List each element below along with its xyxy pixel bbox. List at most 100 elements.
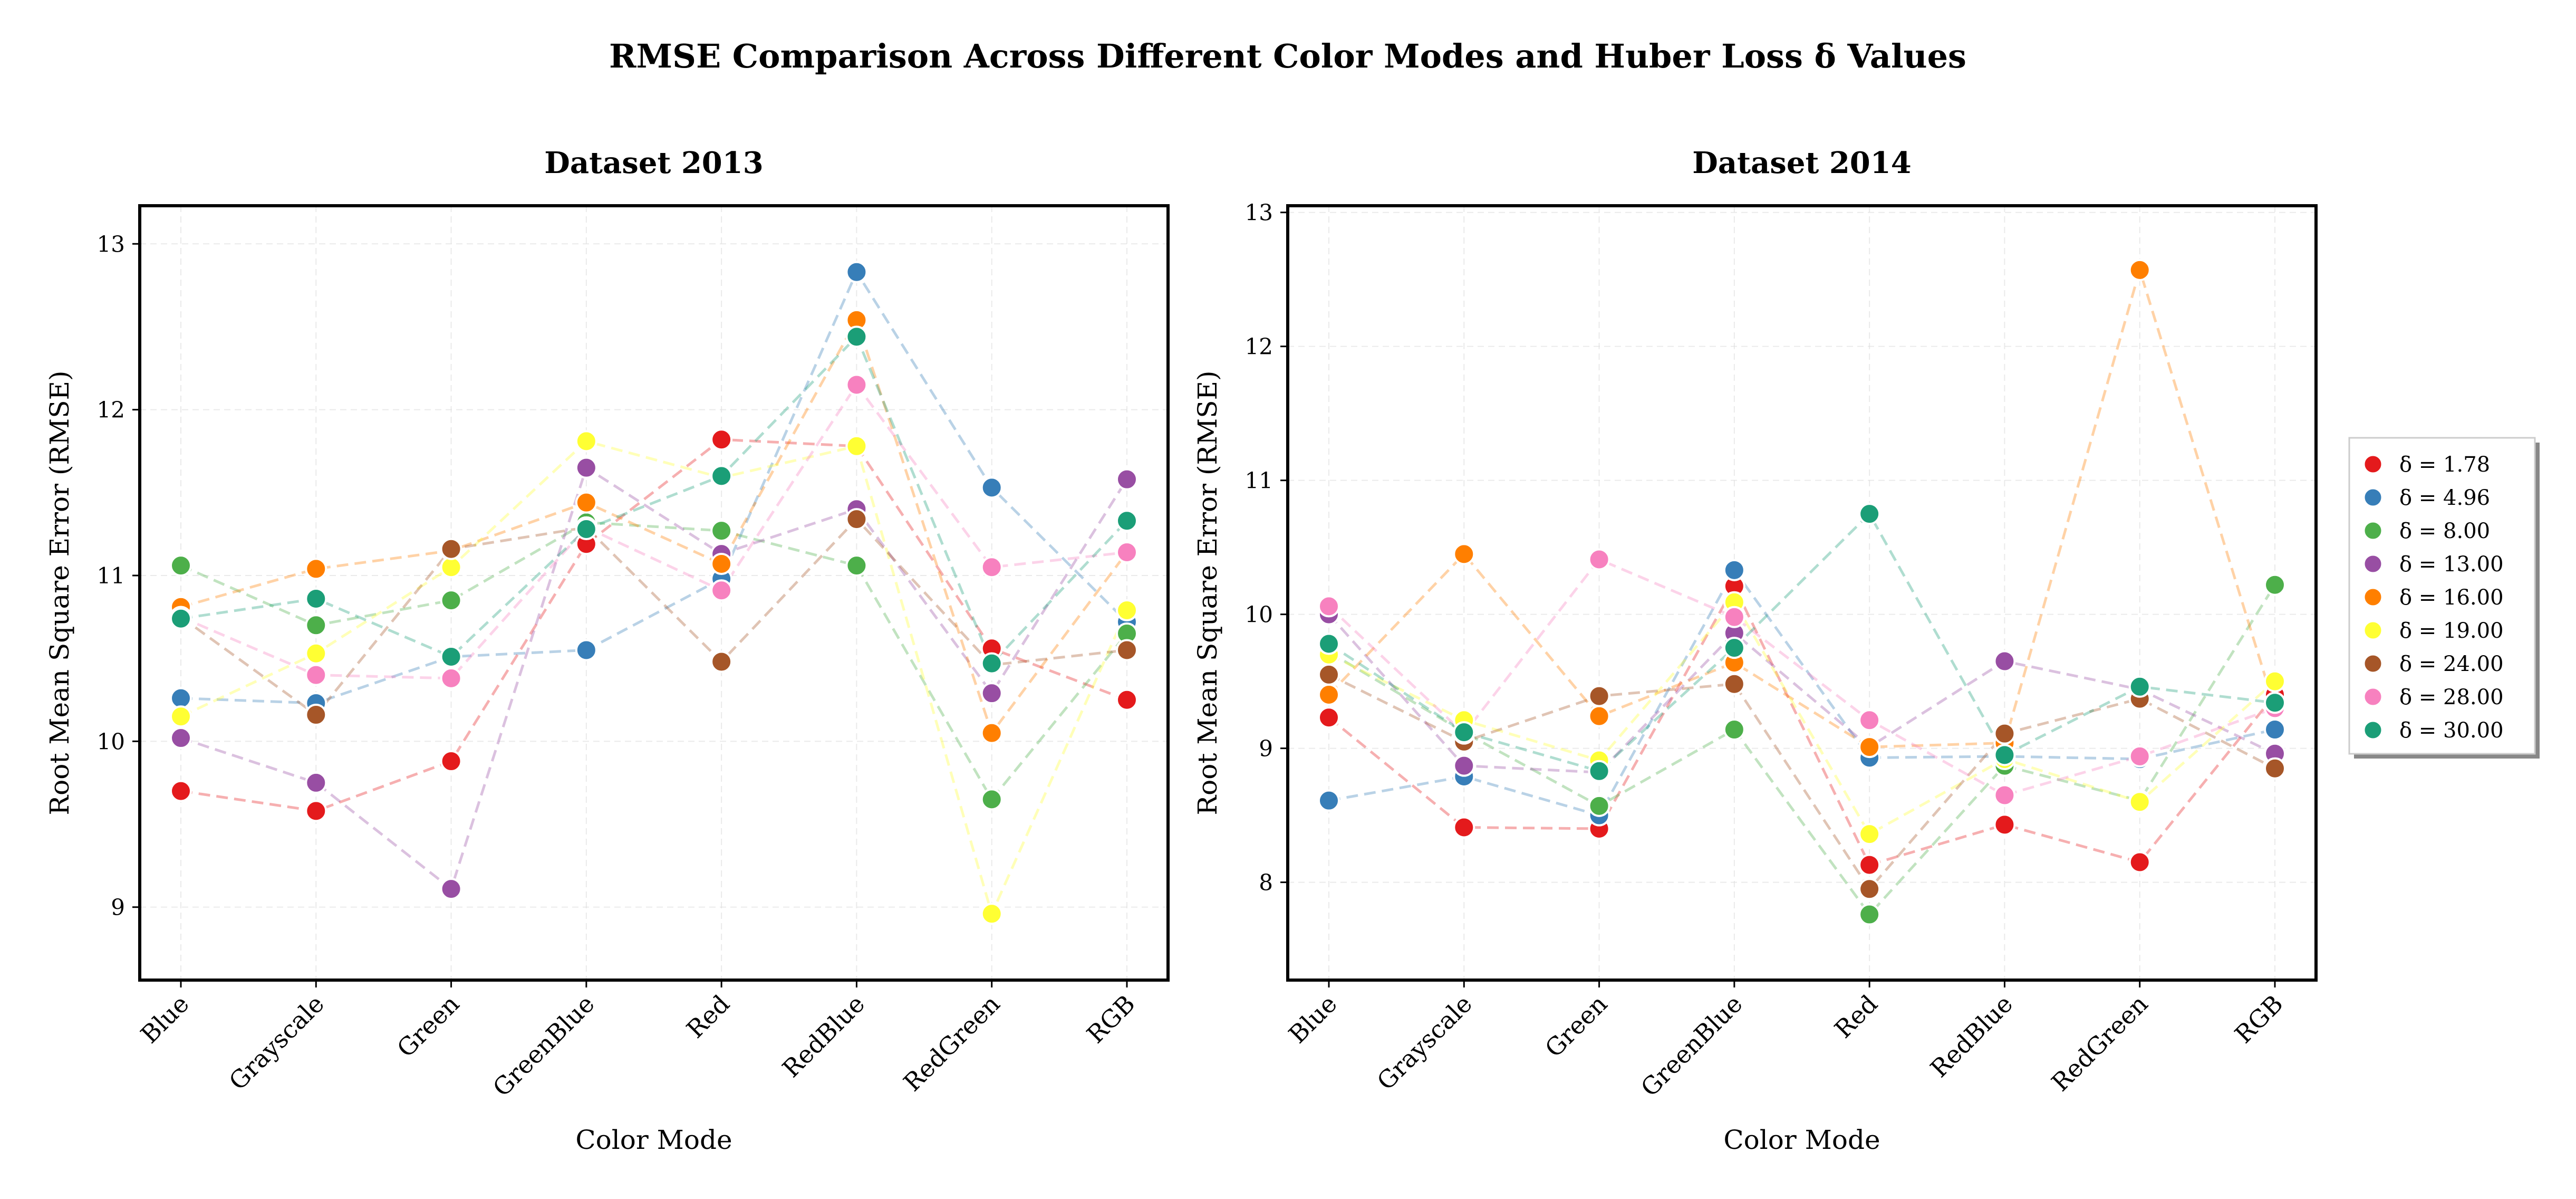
legend-label-2: δ = 4.96 bbox=[2399, 486, 2490, 510]
data-point-9-8 bbox=[1116, 510, 1138, 532]
data-point-9-6 bbox=[1993, 744, 2016, 766]
data-point-7-5 bbox=[1858, 878, 1881, 900]
legend-label-3: δ = 8.00 bbox=[2399, 519, 2490, 543]
data-point-8-1 bbox=[1318, 595, 1340, 618]
data-point-6-7 bbox=[2128, 791, 2151, 813]
series-line-5 bbox=[1328, 265, 2276, 749]
plot-frame bbox=[1286, 204, 2318, 982]
series-line-2 bbox=[1328, 568, 2275, 817]
data-point-3-5 bbox=[1858, 903, 1881, 926]
data-point-5-5 bbox=[1858, 736, 1881, 759]
legend-marker-5 bbox=[2363, 587, 2383, 607]
legend-marker-2 bbox=[2363, 487, 2383, 507]
chart-title: Dataset 2014 bbox=[1692, 146, 1911, 180]
data-point-7-6 bbox=[845, 508, 868, 531]
series-line-6 bbox=[180, 439, 1128, 918]
data-point-5-5 bbox=[710, 552, 733, 575]
figure-title: RMSE Comparison Across Different Color M… bbox=[609, 37, 1966, 75]
data-point-7-3 bbox=[1588, 685, 1610, 707]
data-point-2-4 bbox=[1723, 559, 1745, 581]
data-point-2-6 bbox=[845, 261, 868, 283]
data-point-5-2 bbox=[305, 558, 327, 580]
y-tick-label: 12 bbox=[1245, 334, 1273, 360]
y-tick-label: 11 bbox=[1245, 468, 1273, 494]
data-point-8-5 bbox=[710, 579, 733, 602]
series-line-8 bbox=[1328, 558, 2275, 797]
y-tick-label: 12 bbox=[97, 397, 125, 423]
data-point-5-2 bbox=[1453, 543, 1475, 565]
y-tick-label: 10 bbox=[1245, 602, 1273, 628]
series-line-7 bbox=[1328, 673, 2276, 891]
data-point-9-1 bbox=[170, 607, 192, 630]
data-point-6-3 bbox=[440, 556, 462, 579]
data-point-9-8 bbox=[2264, 692, 2286, 714]
data-point-1-7 bbox=[2128, 851, 2151, 874]
series-line-4 bbox=[180, 465, 1128, 891]
data-point-7-6 bbox=[1993, 722, 2016, 745]
data-point-9-3 bbox=[1588, 760, 1610, 782]
data-point-5-7 bbox=[2128, 258, 2151, 281]
legend-label-1: δ = 1.78 bbox=[2399, 453, 2490, 477]
legend-marker-4 bbox=[2363, 554, 2383, 574]
data-point-9-2 bbox=[305, 588, 327, 610]
data-point-3-1 bbox=[170, 554, 192, 577]
data-point-1-3 bbox=[440, 750, 462, 773]
data-point-9-7 bbox=[2128, 675, 2151, 698]
data-point-2-1 bbox=[170, 687, 192, 709]
data-point-8-5 bbox=[1858, 709, 1881, 732]
data-point-6-5 bbox=[1858, 823, 1881, 846]
x-axis-label: Color Mode bbox=[575, 1125, 732, 1155]
data-point-8-6 bbox=[845, 373, 868, 396]
data-point-9-1 bbox=[1318, 632, 1340, 655]
series-line-3 bbox=[1328, 584, 2276, 917]
x-axis-label: Color Mode bbox=[1723, 1125, 1880, 1155]
series-line-3 bbox=[180, 521, 1128, 802]
data-point-4-7 bbox=[980, 682, 1003, 705]
data-point-6-1 bbox=[170, 705, 192, 728]
data-point-2-1 bbox=[1318, 789, 1340, 812]
data-point-3-3 bbox=[1588, 794, 1610, 817]
data-point-3-4 bbox=[1723, 718, 1745, 741]
legend-label-6: δ = 19.00 bbox=[2399, 619, 2504, 643]
data-point-3-6 bbox=[845, 554, 868, 577]
data-point-4-4 bbox=[575, 456, 597, 479]
data-point-5-7 bbox=[980, 722, 1003, 744]
data-point-4-8 bbox=[1116, 468, 1138, 491]
data-point-1-2 bbox=[1453, 816, 1475, 839]
data-point-3-2 bbox=[305, 614, 327, 637]
data-point-7-3 bbox=[440, 538, 462, 560]
data-point-7-1 bbox=[1318, 663, 1340, 686]
data-point-4-2 bbox=[305, 771, 327, 794]
y-tick-label: 9 bbox=[1259, 736, 1273, 762]
data-point-4-1 bbox=[170, 727, 192, 750]
data-point-5-3 bbox=[1588, 705, 1610, 727]
data-point-4-2 bbox=[1453, 754, 1475, 777]
data-point-1-5 bbox=[710, 428, 733, 451]
data-point-3-5 bbox=[710, 520, 733, 542]
legend-label-9: δ = 30.00 bbox=[2399, 718, 2504, 743]
series-line-7 bbox=[180, 517, 1127, 717]
data-point-8-3 bbox=[1588, 548, 1610, 571]
data-point-4-3 bbox=[440, 878, 462, 900]
data-point-6-4 bbox=[575, 430, 597, 453]
plot-frame bbox=[138, 204, 1170, 982]
data-point-1-8 bbox=[1116, 688, 1138, 711]
y-tick-label: 10 bbox=[97, 728, 125, 754]
data-point-2-8 bbox=[2264, 718, 2286, 741]
data-point-3-3 bbox=[440, 589, 462, 612]
data-point-9-2 bbox=[1453, 721, 1475, 744]
data-point-2-7 bbox=[980, 476, 1003, 499]
data-point-7-5 bbox=[710, 650, 733, 673]
series-line-2 bbox=[180, 269, 1128, 705]
data-point-6-6 bbox=[845, 435, 868, 457]
data-point-6-2 bbox=[305, 642, 327, 665]
chart-title: Dataset 2013 bbox=[544, 146, 763, 180]
data-point-7-8 bbox=[1116, 639, 1138, 661]
data-point-9-7 bbox=[980, 652, 1003, 675]
y-tick-label: 8 bbox=[1259, 870, 1273, 896]
series-line-8 bbox=[180, 382, 1127, 680]
data-point-9-6 bbox=[845, 325, 868, 348]
